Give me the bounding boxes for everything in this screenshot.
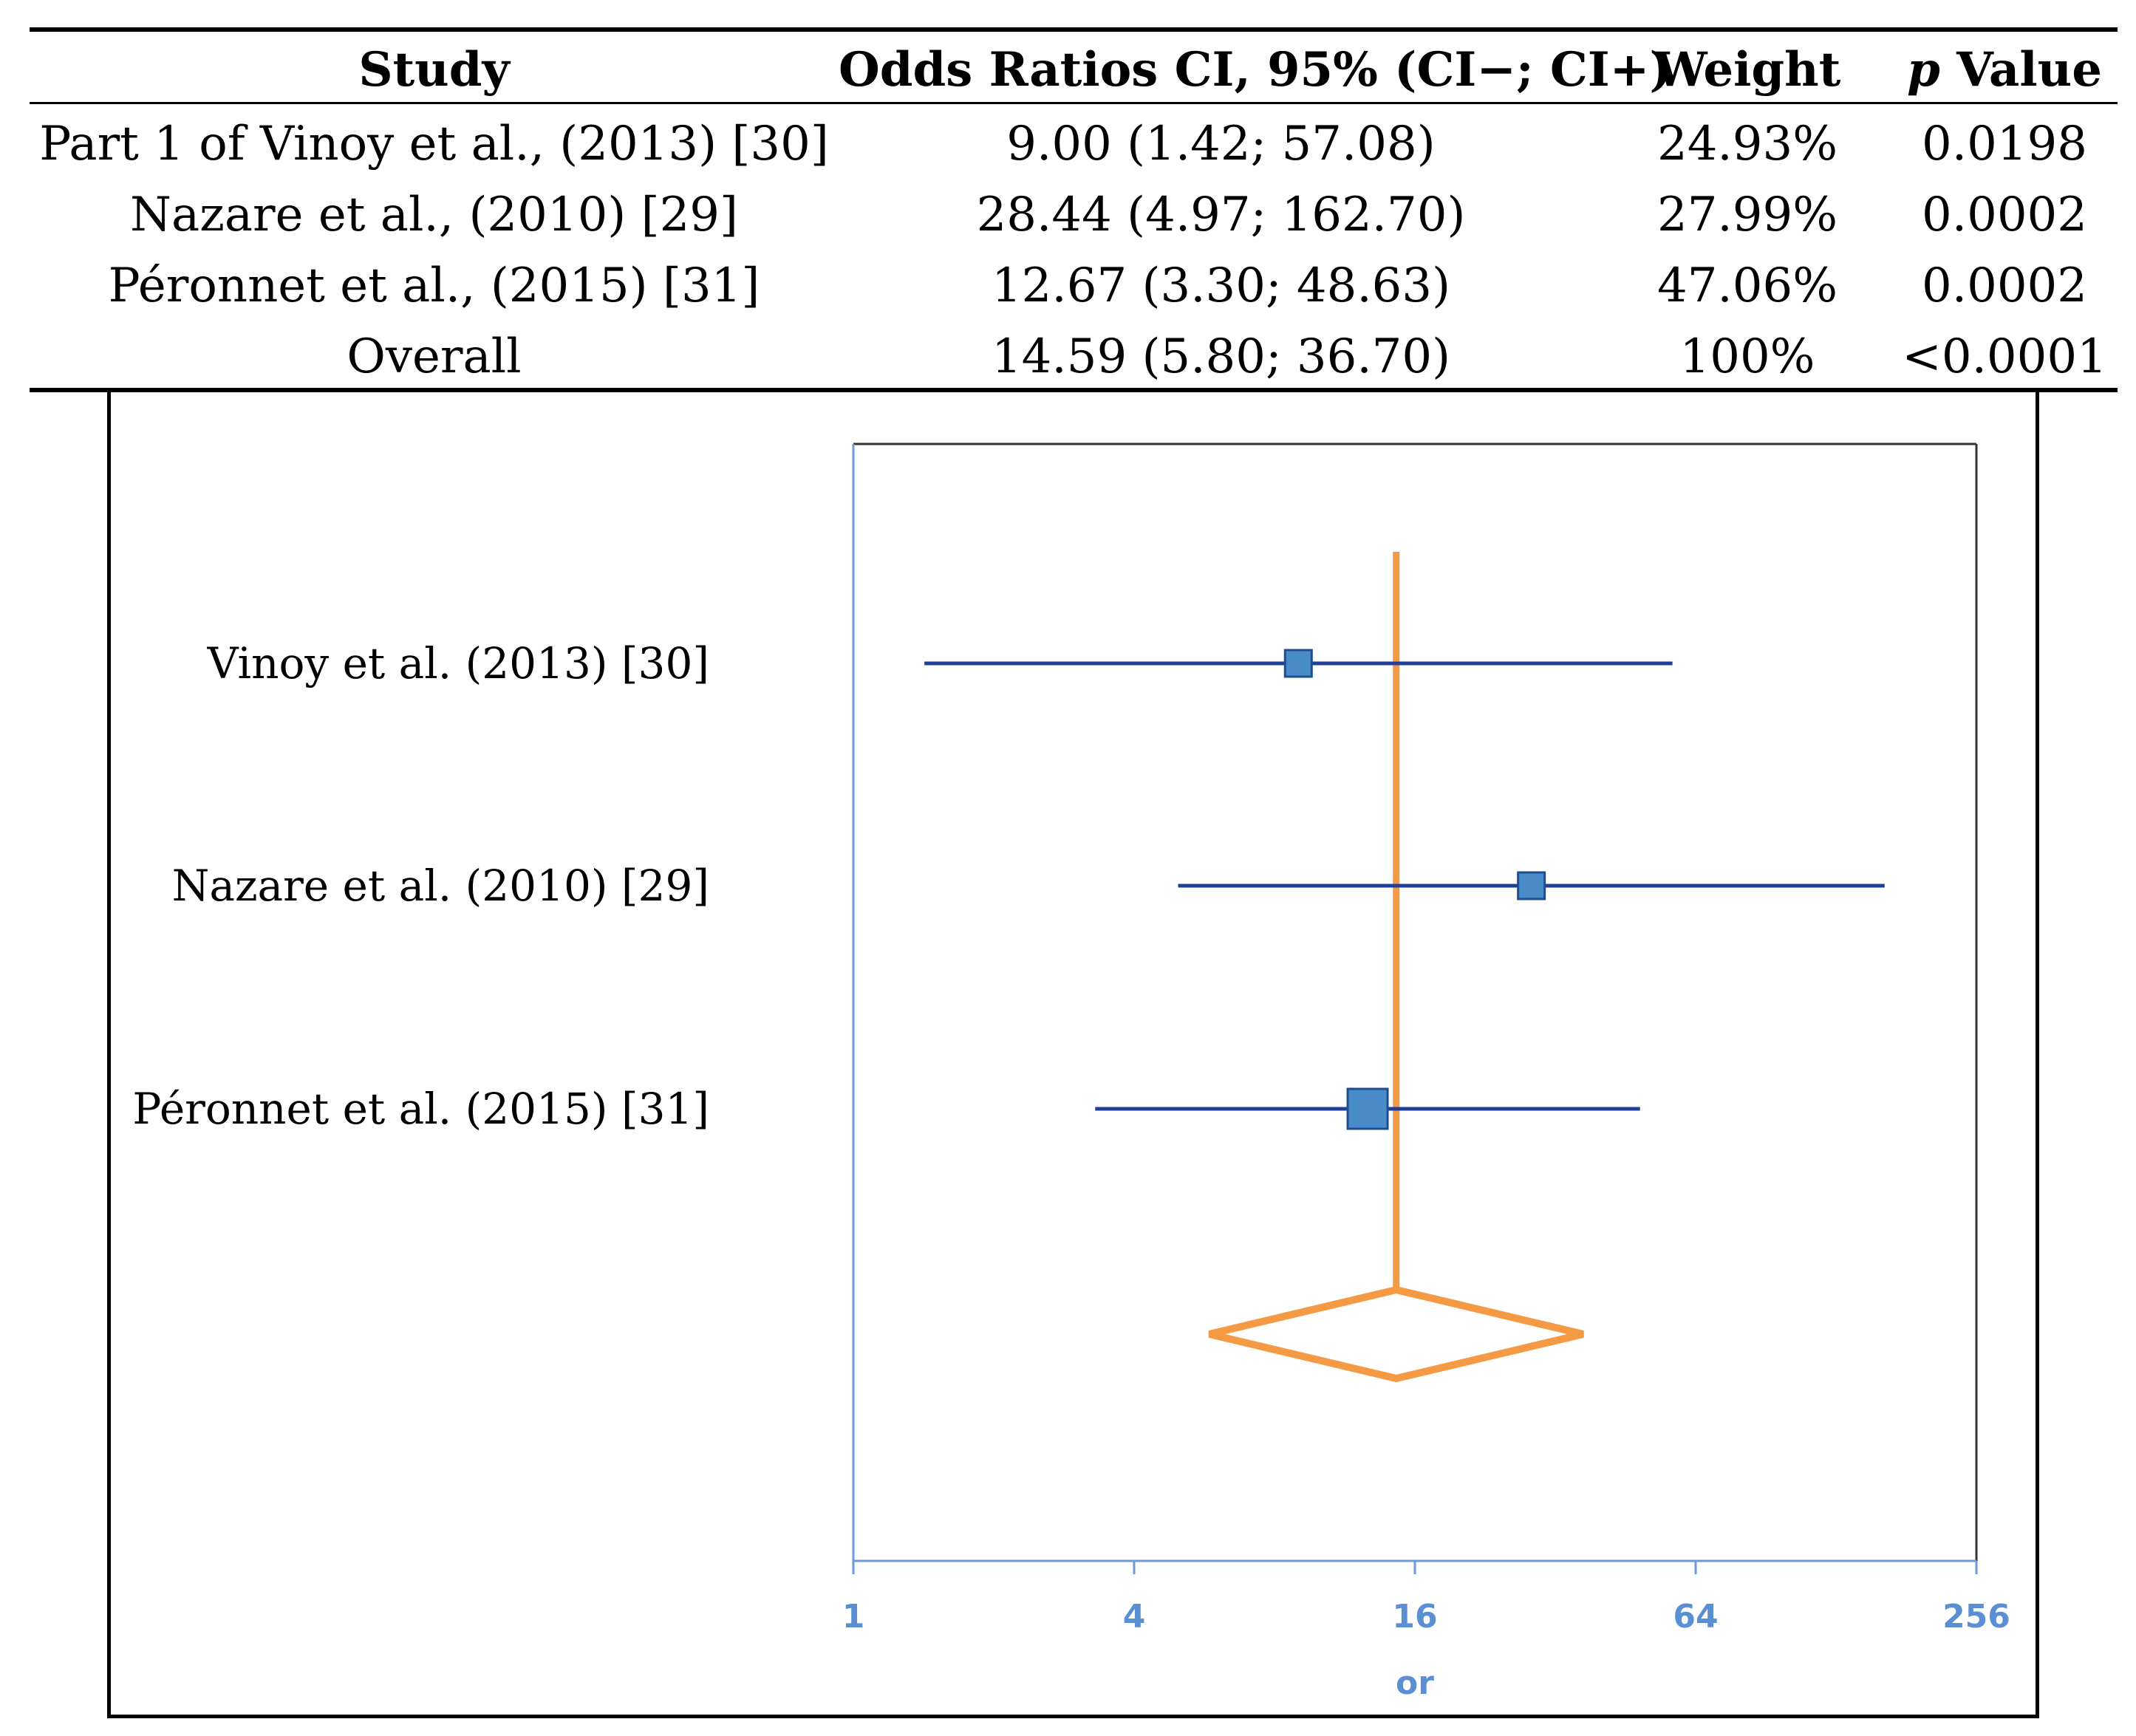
overall-diamond [1208,1285,1584,1383]
table-cell-p: 0.0198 [1922,117,2087,171]
table-cell-study: Nazare et al., (2010) [29] [130,188,738,242]
x-axis-title: or [1396,1664,1434,1702]
header-p-value: p Value [1891,37,2118,103]
table-cell-weight: 47.06% [1656,259,1838,313]
table-cell-or: 9.00 (1.42; 57.08) [1006,117,1436,171]
header-odds-ratio: Odds Ratios CI, 95% (CI−; CI+) [839,42,1672,98]
table-cell-weight: 24.93% [1656,117,1838,171]
table-cell-study: Péronnet et al., (2015) [31] [108,259,760,313]
table-bottom-rule [30,388,2118,392]
header-study: Study [358,42,510,98]
table-cell-weight: 100% [1679,329,1815,384]
header-p-word: Value [1956,42,2102,98]
table-cell-p: <0.0001 [1902,329,2107,384]
header-p-symbol: p [1907,42,1940,98]
x-tick-label: 16 [1392,1598,1437,1636]
x-tick-label: 4 [1123,1598,1146,1636]
forest-plot-frame: 1 4 16 64 256 or Vinoy et al. (2013) [30] Nazar… [107,392,2039,1718]
study-label: Nazare et al. (2010) [29] [172,861,709,911]
table-cell-study: Overall [347,329,522,384]
table-cell-p: 0.0002 [1922,259,2087,313]
table-cell-or: 14.59 (5.80; 36.70) [991,329,1451,384]
table-top-rule [30,27,2118,32]
study-marker [1283,649,1313,678]
x-tick-label: 256 [1942,1598,2010,1636]
study-marker [1346,1087,1389,1130]
x-tick-label: 64 [1673,1598,1718,1636]
study-label: Péronnet et al. (2015) [31] [132,1084,709,1134]
table-cell-weight: 27.99% [1656,188,1838,242]
header-weight: Weight [1654,42,1841,98]
study-label: Vinoy et al. (2013) [30] [207,638,709,688]
table-cell-or: 28.44 (4.97; 162.70) [976,188,1466,242]
table-header-rule [30,102,2118,104]
table-cell-or: 12.67 (3.30; 48.63) [991,259,1451,313]
table-cell-study: Part 1 of Vinoy et al., (2013) [30] [39,117,829,171]
study-marker [1517,871,1546,901]
table-cell-p: 0.0002 [1922,188,2087,242]
x-tick-label: 1 [842,1598,865,1636]
forest-plot: 1 4 16 64 256 or Vinoy et al. (2013) [30] Nazar… [132,442,2010,1702]
